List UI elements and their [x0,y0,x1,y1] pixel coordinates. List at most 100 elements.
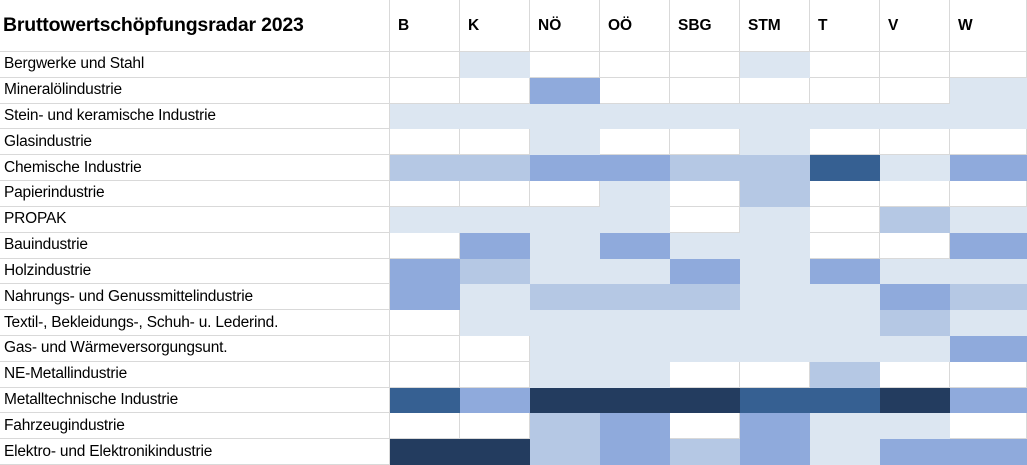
column-header-w: W [950,0,1027,52]
heatmap-cell [740,284,810,311]
heatmap-cell [880,361,950,388]
heatmap-cell [530,206,600,233]
heatmap-cell [600,77,670,104]
heatmap-cell [740,77,810,104]
column-header-k: K [460,0,530,52]
row-label: Stein- und keramische Industrie [0,103,390,130]
heatmap-cell [670,129,740,156]
heatmap-cell [880,77,950,104]
heatmap-cell [530,284,600,311]
heatmap-cell [950,103,1027,130]
heatmap-cell [670,206,740,233]
heatmap-cell [950,181,1027,207]
heatmap-cell [460,181,530,207]
heatmap-cell [670,413,740,440]
row-label: Bergwerke und Stahl [0,52,390,78]
heatmap-cell [810,284,880,311]
heatmap-cell [740,232,810,259]
heatmap-cell [460,335,530,362]
heatmap-cell [670,335,740,362]
heatmap-cell [740,335,810,362]
heatmap-cell [600,206,670,233]
heatmap-cell [950,387,1027,414]
heatmap-cell [460,310,530,336]
heatmap-cell [670,52,740,78]
heatmap-cell [460,361,530,388]
heatmap-cell [670,155,740,182]
heatmap-cell [390,103,460,130]
heatmap-cell [600,181,670,207]
heatmap-cell [670,258,740,285]
heatmap-cell [530,361,600,388]
heatmap-cell [530,52,600,78]
heatmap-cell [950,77,1027,104]
heatmap-cell [390,52,460,78]
heatmap-cell [880,155,950,182]
heatmap-cell [600,284,670,311]
row-label: Elektro- und Elektronikindustrie [0,439,390,465]
heatmap-cell [390,335,460,362]
heatmap-cell [530,258,600,285]
heatmap-cell [740,439,810,465]
heatmap-cell [460,155,530,182]
heatmap-cell [950,258,1027,285]
row-label: Textil-, Bekleidungs-, Schuh- u. Lederin… [0,310,390,336]
heatmap-cell [600,129,670,156]
heatmap-cell [600,335,670,362]
heatmap-cell [530,181,600,207]
heatmap-cell [460,129,530,156]
heatmap-cell [530,77,600,104]
heatmap-cell [530,103,600,130]
heatmap-cell [810,232,880,259]
heatmap-cell [600,361,670,388]
heatmap-cell [880,206,950,233]
heatmap-cell [390,206,460,233]
heatmap-cell [810,103,880,130]
heatmap-cell [460,206,530,233]
heatmap-cell [390,232,460,259]
heatmap-cell [530,335,600,362]
heatmap-cell [670,310,740,336]
column-header-stm: STM [740,0,810,52]
heatmap-cell [740,387,810,414]
heatmap-cell [600,439,670,465]
heatmap-cell [390,439,460,465]
row-label: Metalltechnische Industrie [0,387,390,414]
heatmap-cell [880,439,950,465]
heatmap-cell [670,284,740,311]
heatmap-cell [670,439,740,465]
heatmap-cell [600,310,670,336]
heatmap-cell [390,387,460,414]
heatmap-cell [530,310,600,336]
column-header-nö: NÖ [530,0,600,52]
heatmap-cell [460,439,530,465]
heatmap-cell [460,258,530,285]
row-label: Holzindustrie [0,258,390,285]
heatmap-cell [810,181,880,207]
heatmap-cell [880,181,950,207]
heatmap-cell [950,310,1027,336]
heatmap-cell [600,232,670,259]
row-label: Papierindustrie [0,181,390,207]
column-header-t: T [810,0,880,52]
row-label: Fahrzeugindustrie [0,413,390,440]
heatmap-cell [740,52,810,78]
heatmap-cell [880,52,950,78]
heatmap-cell [600,52,670,78]
heatmap-cell [600,103,670,130]
heatmap-cell [810,361,880,388]
column-header-b: B [390,0,460,52]
heatmap-cell [810,77,880,104]
heatmap-cell [530,129,600,156]
heatmap-cell [600,413,670,440]
page-title: Bruttowertschöpfungsradar 2023 [0,0,390,52]
heatmap-cell [950,335,1027,362]
row-label: Gas- und Wärmeversorgungsunt. [0,335,390,362]
heatmap-cell [950,129,1027,156]
row-label: Mineralölindustrie [0,77,390,104]
column-header-sbg: SBG [670,0,740,52]
row-label: NE-Metallindustrie [0,361,390,388]
heatmap-cell [950,439,1027,465]
heatmap-cell [530,387,600,414]
